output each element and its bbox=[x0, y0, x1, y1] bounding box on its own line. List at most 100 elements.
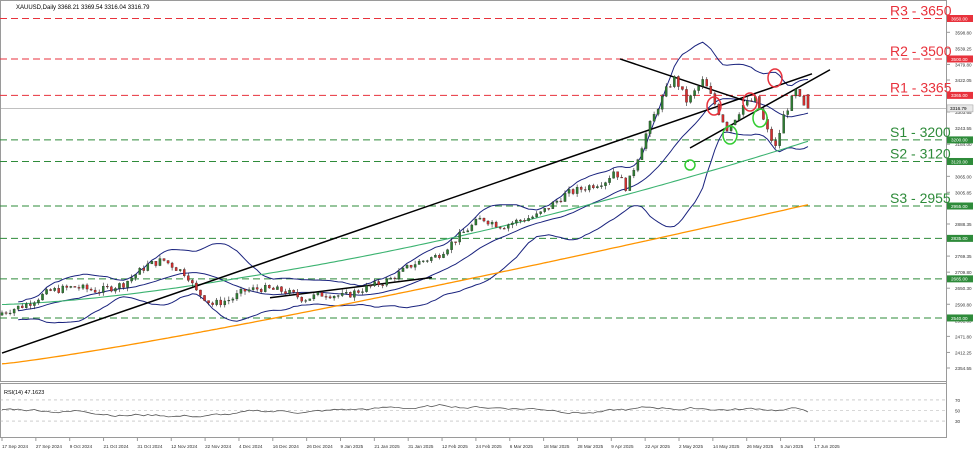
candle-body bbox=[750, 100, 753, 102]
candle-body bbox=[705, 79, 708, 87]
candle-body bbox=[409, 264, 413, 268]
candle-body bbox=[191, 280, 194, 284]
candle-body bbox=[243, 289, 247, 292]
candle-body bbox=[786, 110, 789, 115]
candle-body bbox=[393, 277, 397, 280]
candle-body bbox=[794, 89, 798, 97]
rsi-tick-label: 30 bbox=[955, 419, 961, 424]
level-tag-bg bbox=[947, 157, 973, 165]
x-tick-label: 12 Nov 2024 bbox=[171, 444, 197, 449]
candle-body bbox=[340, 292, 344, 296]
level-label-2955: S3 - 2955 bbox=[890, 190, 951, 206]
y-tick-label: 2354.55 bbox=[955, 366, 972, 371]
candle-body bbox=[523, 220, 526, 222]
candle-body bbox=[559, 200, 563, 202]
level-label-3650: R3 - 3650 bbox=[890, 3, 952, 19]
candle-body bbox=[770, 128, 773, 141]
level-tag-bg bbox=[947, 91, 973, 99]
candle-body bbox=[462, 231, 465, 233]
candle-body bbox=[689, 95, 692, 103]
candle-body bbox=[65, 285, 69, 288]
candle-body bbox=[235, 293, 239, 300]
candle-body bbox=[498, 226, 502, 229]
level-tag-3650: 3650.00 bbox=[951, 16, 968, 21]
candle-body bbox=[413, 264, 417, 268]
candle-body bbox=[547, 208, 551, 210]
candle-body bbox=[588, 185, 591, 191]
candle-body bbox=[600, 185, 603, 187]
candle-body bbox=[162, 258, 166, 261]
candle-body bbox=[555, 200, 559, 203]
candle-body bbox=[377, 281, 380, 286]
candle-body bbox=[543, 208, 546, 212]
candle-body bbox=[782, 114, 785, 134]
candle-body bbox=[259, 289, 263, 292]
candle-body bbox=[211, 302, 214, 305]
candle-body bbox=[247, 289, 251, 292]
x-tick-label: 22 Nov 2024 bbox=[205, 444, 231, 449]
candle-body bbox=[381, 284, 384, 286]
candle-body bbox=[474, 219, 478, 226]
candle-body bbox=[636, 159, 640, 171]
y-tick-label: 3065.00 bbox=[955, 174, 972, 179]
candle-body bbox=[571, 189, 575, 194]
candle-body bbox=[652, 114, 656, 122]
rsi-panel: 70 50 30 bbox=[0, 398, 961, 424]
candle-body bbox=[272, 287, 275, 290]
candle-body bbox=[604, 182, 607, 186]
support-touch-circle bbox=[722, 125, 738, 145]
candle-body bbox=[158, 258, 162, 266]
x-tick-label: 21 Oct 2024 bbox=[104, 444, 129, 449]
candle-body bbox=[324, 296, 328, 298]
candles-layer bbox=[0, 75, 810, 316]
candle-body bbox=[255, 287, 259, 290]
candle-body bbox=[438, 255, 441, 258]
level-label-3365: R1 - 3365 bbox=[890, 79, 952, 95]
candle-body bbox=[373, 281, 376, 286]
x-tick-label: 31 Oct 2024 bbox=[137, 444, 162, 449]
candle-body bbox=[551, 202, 555, 209]
candle-body bbox=[713, 93, 717, 105]
candle-body bbox=[85, 284, 89, 290]
x-tick-label: 26 Dec 2024 bbox=[307, 444, 333, 449]
candle-body bbox=[357, 290, 360, 293]
x-tick-label: 21 Jan 2025 bbox=[374, 444, 400, 449]
candle-body bbox=[401, 267, 405, 272]
candle-body bbox=[53, 288, 56, 291]
candle-body bbox=[280, 286, 283, 292]
level-tag-3200: 3200.00 bbox=[951, 138, 968, 143]
level-tag-bg bbox=[947, 275, 973, 283]
candle-body bbox=[170, 262, 174, 268]
x-tick-label: 22 Apr 2025 bbox=[645, 444, 670, 449]
candle-body bbox=[802, 96, 806, 106]
level-tag-3365: 3365.00 bbox=[951, 93, 968, 98]
candle-body bbox=[426, 260, 429, 262]
candle-body bbox=[369, 285, 372, 287]
candle-body bbox=[446, 249, 449, 255]
candle-body bbox=[29, 303, 32, 306]
level-tag-bg bbox=[947, 314, 973, 322]
candle-body bbox=[195, 282, 198, 291]
level-label-3500: R2 - 3500 bbox=[890, 43, 952, 59]
level-tag-bg bbox=[947, 15, 973, 22]
x-axis: 17 Sep 2024 27 Sep 2024 9 Oct 2024 21 Oct 2… bbox=[1, 438, 840, 449]
candle-body bbox=[25, 303, 28, 308]
candle-body bbox=[77, 287, 81, 289]
candle-body bbox=[4, 312, 8, 314]
candle-body bbox=[389, 277, 393, 280]
level-tag-bg bbox=[947, 55, 973, 63]
candle-body bbox=[575, 186, 579, 194]
candle-body bbox=[276, 286, 279, 290]
candle-body bbox=[421, 260, 425, 262]
candle-body bbox=[567, 189, 571, 194]
candle-body bbox=[0, 312, 4, 316]
y-tick-label: 3005.85 bbox=[955, 190, 972, 195]
candle-body bbox=[693, 90, 696, 96]
candle-body bbox=[304, 300, 308, 302]
candle-body bbox=[110, 286, 113, 292]
x-tick-label: 5 Jun 2025 bbox=[781, 444, 804, 449]
candle-body bbox=[227, 300, 231, 302]
candle-body bbox=[93, 289, 97, 293]
level-tag-bg bbox=[947, 202, 973, 210]
y-tick-label: 3422.05 bbox=[955, 78, 972, 83]
